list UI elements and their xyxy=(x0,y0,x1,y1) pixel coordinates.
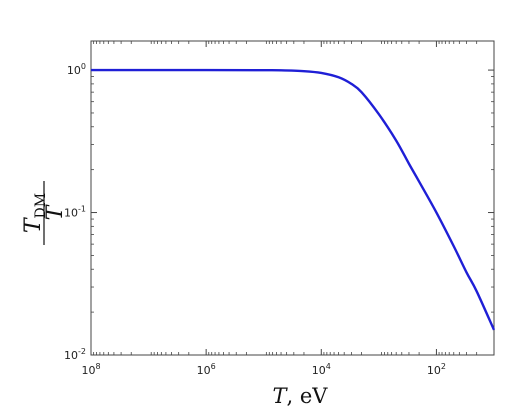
x-tick-label: 106 xyxy=(197,362,216,377)
series-line xyxy=(90,68,496,331)
x-axis-label: T, eV xyxy=(273,384,329,408)
tick-labels: 108 106 104 102 100 10-1 10-2 xyxy=(64,62,446,377)
plot-frame xyxy=(90,40,495,356)
y-tick-label: 10-1 xyxy=(64,205,86,220)
y-axis-label: TDM T xyxy=(21,181,68,245)
tick-marks xyxy=(90,41,494,356)
series-layer xyxy=(90,68,496,331)
x-tick-label: 102 xyxy=(427,362,446,377)
x-tick-label: 108 xyxy=(81,362,100,377)
svg-text:T: T xyxy=(43,203,68,220)
y-tick-label: 10-2 xyxy=(64,347,86,362)
x-tick-label: 104 xyxy=(312,362,331,377)
plot-area xyxy=(90,40,495,356)
y-tick-label: 100 xyxy=(67,62,86,77)
svg-text:TDM: TDM xyxy=(21,193,49,233)
